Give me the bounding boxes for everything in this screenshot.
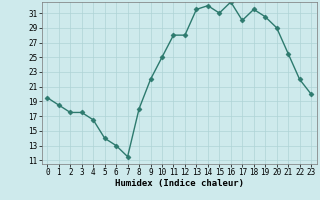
X-axis label: Humidex (Indice chaleur): Humidex (Indice chaleur): [115, 179, 244, 188]
